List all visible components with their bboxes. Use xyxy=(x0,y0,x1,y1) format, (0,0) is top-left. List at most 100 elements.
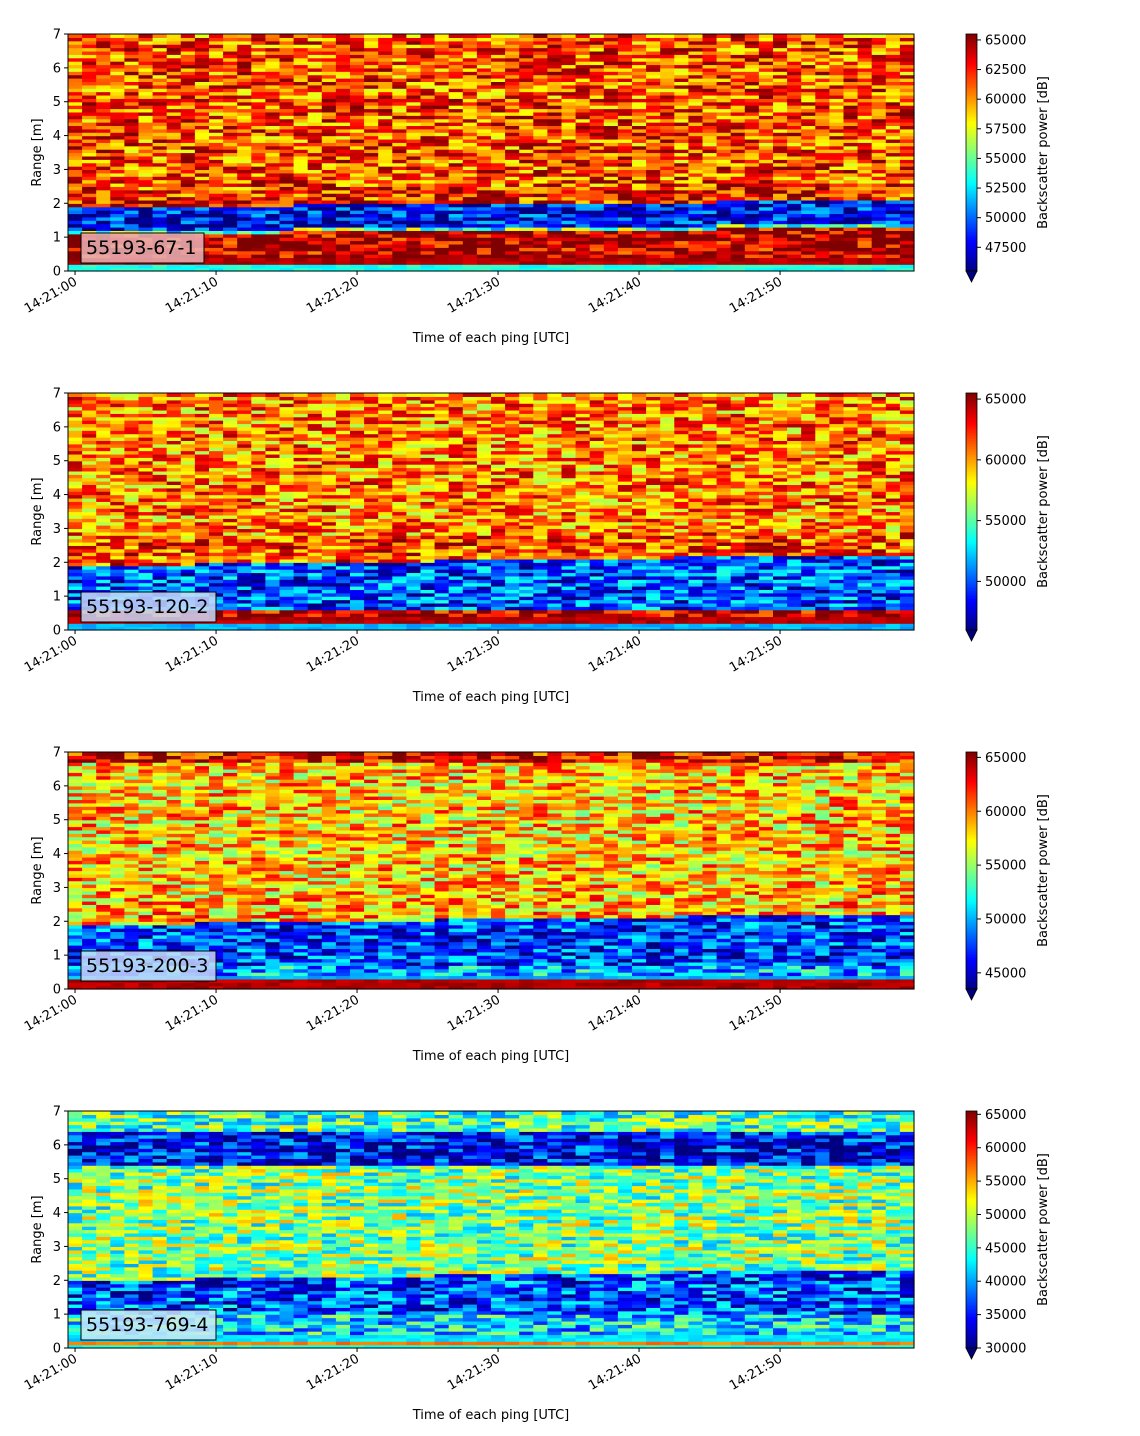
heatmap-cell xyxy=(110,61,125,66)
heatmap-cell xyxy=(110,94,125,99)
heatmap-cell xyxy=(82,91,97,96)
heatmap-cell xyxy=(279,105,295,110)
x-tick-label: 14:21:30 xyxy=(445,274,503,316)
heatmap-cell xyxy=(392,220,407,225)
heatmap-cell xyxy=(110,108,125,113)
heatmap-cell xyxy=(293,94,309,99)
heatmap-cell xyxy=(307,169,323,174)
heatmap-cell xyxy=(251,179,266,184)
heatmap-cell xyxy=(180,176,196,181)
heatmap-cell xyxy=(364,67,379,72)
heatmap-cell xyxy=(251,101,266,106)
heatmap-cell xyxy=(110,166,125,171)
heatmap-cell xyxy=(392,84,407,89)
heatmap-cell xyxy=(321,71,337,76)
heatmap-cell xyxy=(293,233,309,238)
heatmap-cell xyxy=(321,247,337,252)
heatmap-cell xyxy=(378,176,393,181)
heatmap-cell xyxy=(378,243,393,248)
heatmap-cell xyxy=(462,47,478,52)
heatmap-cell xyxy=(223,78,238,82)
heatmap-cell xyxy=(406,91,422,96)
heatmap-cell xyxy=(420,230,436,235)
heatmap-cell xyxy=(110,206,125,211)
heatmap-cell xyxy=(293,155,309,160)
heatmap-cell xyxy=(350,210,365,215)
heatmap-cell xyxy=(237,193,252,198)
heatmap-cell xyxy=(476,220,492,225)
heatmap-cell xyxy=(335,54,351,59)
heatmap-cell xyxy=(533,115,548,120)
heatmap-cell xyxy=(209,189,224,194)
heatmap-cell xyxy=(547,264,563,269)
heatmap-cell xyxy=(448,254,464,259)
heatmap-cell xyxy=(491,233,506,238)
y-tick-label: 3 xyxy=(53,163,61,178)
heatmap-cell xyxy=(321,67,337,72)
heatmap-cell xyxy=(533,118,548,123)
heatmap-cell xyxy=(321,74,337,79)
heatmap-cell xyxy=(194,138,210,143)
heatmap-cell xyxy=(476,57,492,62)
heatmap-cell xyxy=(279,243,295,248)
heatmap-cell xyxy=(237,199,252,204)
heatmap-cell xyxy=(237,230,252,235)
heatmap-cell xyxy=(96,125,111,130)
heatmap-cell xyxy=(406,78,422,82)
heatmap-cell xyxy=(561,264,577,269)
heatmap-cell xyxy=(434,162,450,167)
heatmap-cell xyxy=(321,98,337,103)
heatmap-cell xyxy=(307,243,323,248)
heatmap-cell xyxy=(335,257,351,262)
heatmap-cell xyxy=(223,57,238,62)
heatmap-cell xyxy=(96,189,111,194)
heatmap-cell xyxy=(561,101,577,106)
heatmap-cell xyxy=(166,216,182,221)
heatmap-cell xyxy=(321,37,337,42)
heatmap-cell xyxy=(547,44,563,49)
heatmap-cell xyxy=(434,237,450,242)
heatmap-cell xyxy=(180,71,196,76)
heatmap-cell xyxy=(519,233,534,238)
heatmap-cell xyxy=(364,206,379,211)
heatmap-cell xyxy=(364,81,379,86)
heatmap-cell xyxy=(152,267,168,272)
heatmap-cell xyxy=(265,81,281,86)
heatmap-cell xyxy=(209,223,224,228)
heatmap-cell xyxy=(392,108,407,113)
heatmap-cell xyxy=(350,122,365,127)
heatmap-cell xyxy=(321,213,337,218)
heatmap-cell xyxy=(547,267,563,272)
heatmap-cell xyxy=(378,213,393,218)
heatmap-cell xyxy=(491,145,506,150)
heatmap-cell xyxy=(434,94,450,99)
heatmap-cell xyxy=(547,61,563,66)
heatmap-cell xyxy=(180,230,196,235)
heatmap-cell xyxy=(392,233,407,238)
heatmap-cell xyxy=(462,166,478,171)
heatmap-cell xyxy=(406,172,422,177)
heatmap-cell xyxy=(392,189,407,194)
heatmap-cell xyxy=(406,169,422,174)
heatmap-cell xyxy=(420,61,436,66)
heatmap-cell xyxy=(307,250,323,255)
colorbar-tick-label: 55000 xyxy=(985,152,1026,167)
heatmap-cell xyxy=(519,189,534,194)
heatmap-cell xyxy=(293,135,309,140)
heatmap-cell xyxy=(166,34,182,38)
heatmap-cell xyxy=(547,47,563,52)
heatmap-cell xyxy=(265,40,281,45)
heatmap-cell xyxy=(265,196,281,201)
heatmap-cell xyxy=(434,155,450,160)
heatmap-cell xyxy=(434,149,450,154)
heatmap-cell xyxy=(364,57,379,62)
heatmap-cell xyxy=(378,250,393,255)
heatmap-cell xyxy=(96,196,111,201)
heatmap-cell xyxy=(406,196,422,201)
heatmap-cell xyxy=(180,267,196,272)
heatmap-cell xyxy=(364,101,379,106)
heatmap-cell xyxy=(279,98,295,103)
heatmap-cell xyxy=(265,105,281,110)
heatmap-cell xyxy=(152,88,168,93)
heatmap-cell xyxy=(491,57,506,62)
